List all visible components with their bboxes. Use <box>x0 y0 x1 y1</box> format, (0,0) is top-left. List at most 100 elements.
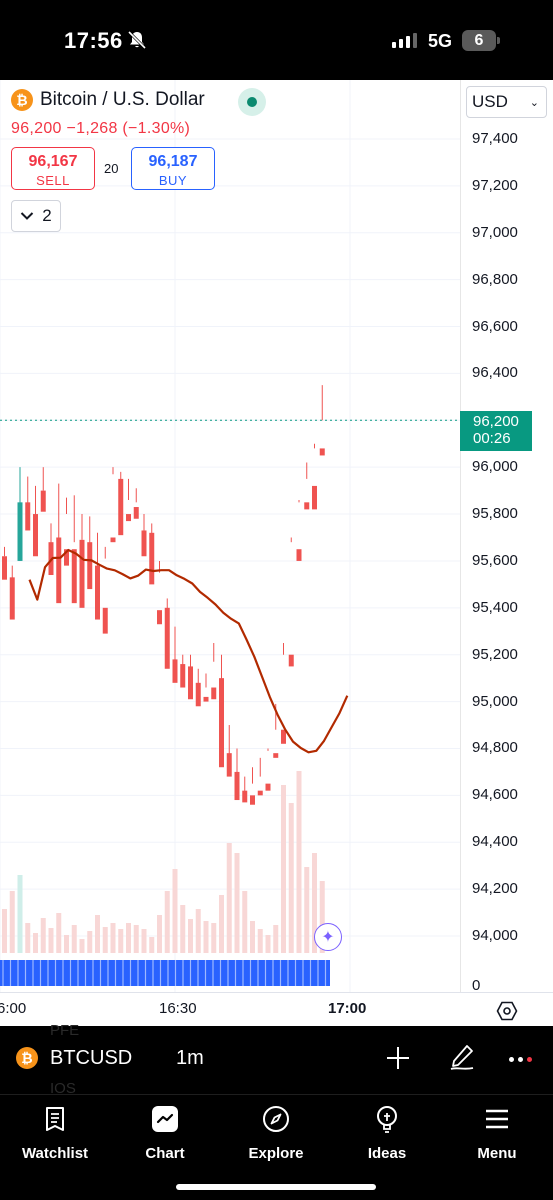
tab-watchlist[interactable]: Watchlist <box>5 1105 105 1162</box>
interval-button[interactable]: 1m <box>176 1047 204 1069</box>
time-axis[interactable]: 6:00 16:30 17:00 <box>0 992 553 1026</box>
live-dot-icon <box>247 97 257 107</box>
candle-body <box>312 485 317 510</box>
tab-explore[interactable]: Explore <box>226 1105 326 1162</box>
compass-icon <box>263 1106 289 1132</box>
volume-bar <box>56 913 62 953</box>
volume-bar <box>234 853 240 953</box>
tab-ideas[interactable]: Ideas <box>337 1105 437 1162</box>
candle-body <box>265 783 271 791</box>
candle-body <box>219 678 224 768</box>
bell-off-icon <box>127 30 147 50</box>
volume-bar <box>95 915 100 953</box>
bottom-tab-bar: Watchlist Chart Explore Ideas Menu <box>0 1094 553 1200</box>
market-open-indicator[interactable] <box>238 88 266 116</box>
symbol-toolbar: PFE IOS ₿ BTCUSD 1m <box>0 1022 553 1097</box>
indicators-count: 2 <box>42 206 52 225</box>
candle-body <box>71 549 77 604</box>
candle-body <box>172 659 178 683</box>
lightbulb-icon <box>377 1106 397 1133</box>
tab-menu-label: Menu <box>477 1145 517 1162</box>
candle-body <box>296 549 302 561</box>
chart-settings-icon[interactable] <box>496 1000 518 1022</box>
price-scale-divider <box>460 80 461 1026</box>
price-tick: 94,000 <box>472 927 518 944</box>
symbol-search-button[interactable]: BTCUSD <box>50 1047 133 1069</box>
candle-body <box>102 607 108 634</box>
buy-label: BUY <box>158 173 188 188</box>
candle-body <box>188 666 193 700</box>
price-chart[interactable] <box>0 80 553 1026</box>
volume-bar <box>211 923 217 953</box>
candle-body <box>257 790 263 796</box>
price-tick: 97,200 <box>472 176 518 194</box>
last-price-value: 96,200 <box>473 413 519 430</box>
tab-ideas-label: Ideas <box>367 1145 407 1162</box>
candle-body <box>17 502 23 561</box>
tab-menu[interactable]: Menu <box>447 1105 547 1162</box>
volume-bar <box>281 785 286 953</box>
moving-average-line <box>28 548 349 754</box>
buy-button[interactable]: 96,187 BUY <box>131 147 215 190</box>
candle-body <box>79 539 85 608</box>
price-tick: 94,800 <box>472 739 518 757</box>
candle-body <box>250 795 255 805</box>
price-tick: 94,200 <box>472 880 518 898</box>
candle-body <box>203 696 209 702</box>
indicators-toggle[interactable]: 2 <box>11 200 61 232</box>
price-tick: 96,400 <box>472 364 518 382</box>
candle-body <box>9 577 15 620</box>
chevron-down-icon <box>21 212 34 220</box>
volume-bar <box>273 925 279 953</box>
bar-countdown: 00:26 <box>473 430 511 447</box>
volume-bar <box>118 929 124 953</box>
volume-bar <box>17 875 23 953</box>
bitcoin-icon: ₿ <box>11 89 33 111</box>
candle-body <box>87 542 93 590</box>
volume-bar <box>9 891 15 953</box>
symbol-header[interactable]: ₿ Bitcoin / U.S. Dollar <box>11 89 205 111</box>
volume-bar <box>242 891 248 953</box>
price-tick: 94,400 <box>472 833 518 851</box>
chart-area[interactable]: 97,400 97,200 97,000 96,800 96,600 96,400 96,2… <box>0 80 553 1026</box>
more-options-icon[interactable] <box>509 1057 532 1062</box>
ai-assistant-button[interactable]: ✦ <box>314 923 342 951</box>
ghost-watchlist-item: IOS <box>50 1080 76 1097</box>
volume-bar <box>133 925 139 953</box>
price-tick: 97,400 <box>472 130 518 147</box>
candle-body <box>141 530 147 557</box>
currency-value: USD <box>472 92 508 111</box>
price-change: 96,200 −1,268 (−1.30%) <box>11 120 191 137</box>
price-tick: 95,600 <box>472 551 518 569</box>
volume-bar <box>304 867 310 953</box>
volume-bar <box>48 928 54 953</box>
candle-body <box>40 490 46 512</box>
volume-bar <box>126 923 131 953</box>
sell-button[interactable]: 96,167 SELL <box>11 147 95 190</box>
plus-icon[interactable] <box>386 1046 410 1070</box>
candle-body <box>2 556 7 580</box>
candle-body <box>157 610 162 625</box>
volume-bar <box>149 937 155 953</box>
volume-axis-zero: 0 <box>472 977 481 994</box>
candle-body <box>64 549 69 566</box>
volume-bar <box>64 935 69 953</box>
candle-body <box>164 607 170 669</box>
chart-icon <box>152 1106 178 1132</box>
tab-chart[interactable]: Chart <box>115 1105 215 1162</box>
ghost-watchlist-item: PFE <box>50 1022 80 1039</box>
tab-watchlist-label: Watchlist <box>21 1145 89 1162</box>
drawing-tool-icon[interactable] <box>448 1043 476 1071</box>
volume-bar <box>257 929 263 953</box>
cellular-signal-icon <box>392 32 417 48</box>
currency-select[interactable]: USD ⌄ <box>466 86 547 118</box>
candle-body <box>242 790 248 803</box>
chevron-down-icon: ⌄ <box>529 97 539 109</box>
volume-bar <box>102 927 108 953</box>
time-tick: 17:00 <box>328 1000 367 1017</box>
volume-bar <box>319 881 325 953</box>
price-tick: 97,000 <box>472 223 518 241</box>
last-price-label: 96,200 00:26 <box>460 411 532 451</box>
candle-body <box>133 507 139 519</box>
volume-bar <box>164 891 170 953</box>
